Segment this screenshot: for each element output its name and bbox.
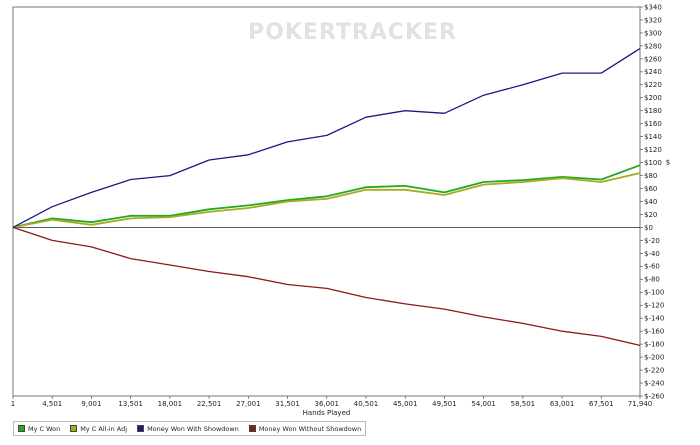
legend-item: My C Won	[18, 425, 60, 433]
legend-item: My C All-in Adj	[70, 425, 127, 433]
y-tick-label: $-180	[644, 341, 664, 349]
x-tick-label: 9,001	[81, 400, 101, 408]
y-tick-label: $-80	[644, 276, 660, 284]
series-line-4	[12, 226, 641, 347]
x-tick-label: 58,501	[511, 400, 536, 408]
y-tick-label: $260	[644, 55, 662, 63]
y-tick-label: $60	[644, 185, 657, 193]
x-tick-label: 40,501	[354, 400, 379, 408]
y-tick-label: $40	[644, 198, 657, 206]
legend-swatch	[18, 425, 25, 432]
y-tick-label: $-220	[644, 366, 664, 374]
x-tick-label: 49,501	[432, 400, 457, 408]
legend-swatch	[137, 425, 145, 432]
x-tick-label: 18,001	[158, 400, 183, 408]
legend-swatch	[70, 425, 78, 432]
legend-label: Money Won With Showdown	[147, 424, 239, 433]
y-tick-label: $120	[644, 146, 662, 154]
legend-label: Money Won Without Showdown	[258, 424, 362, 433]
legend-item: Money Won Without Showdown	[248, 424, 362, 433]
y-tick-label: $-60	[644, 263, 660, 271]
legend: My C Won My C All-in Adj Money Won With Sh…	[13, 421, 367, 436]
plot-frame	[12, 6, 641, 397]
x-tick-label: 27,001	[236, 400, 261, 408]
y-tick-label: $220	[644, 81, 662, 89]
series-line-3	[12, 47, 641, 228]
y-tick-label: $280	[644, 42, 662, 50]
y-tick-label: $-200	[644, 354, 664, 362]
y-tick-label: $200	[644, 94, 662, 102]
x-tick-label: 4,501	[42, 400, 62, 408]
legend-swatch	[248, 425, 256, 432]
y-tick-label: $300	[644, 29, 662, 37]
x-tick-label: 71,940	[628, 400, 653, 408]
y-tick-label: $-120	[644, 302, 664, 310]
x-tick-label: 22,501	[197, 400, 222, 408]
y-tick-label: $180	[644, 107, 662, 115]
x-tick-label: 67,501	[589, 400, 614, 408]
x-axis: 1 4,501 9,001 13,501 18,001 22,501 27,001 31,50…	[11, 396, 652, 408]
watermark-logo: POKERTRACKER	[248, 20, 457, 45]
x-axis-title: Hands Played	[303, 409, 351, 417]
y-tick-label: $140	[644, 133, 662, 141]
legend-item: Money Won With Showdown	[137, 425, 239, 433]
series-line-1	[12, 164, 641, 229]
y-tick-label: $-40	[644, 250, 660, 258]
series-layer	[12, 47, 641, 347]
y-tick-label: $100	[644, 159, 662, 167]
y-tick-label: $160	[644, 120, 662, 128]
y-tick-label: $0	[644, 224, 653, 232]
y-tick-label: $-140	[644, 315, 664, 323]
y-tick-label: $-260	[644, 392, 664, 400]
x-tick-label: 1	[11, 400, 15, 408]
y-tick-label: $-240	[644, 379, 664, 387]
x-tick-label: 13,501	[118, 400, 143, 408]
y-tick-label: $-100	[644, 289, 664, 297]
x-tick-label: 31,501	[275, 400, 300, 408]
x-tick-label: 54,001	[471, 400, 496, 408]
x-tick-label: 63,001	[550, 400, 575, 408]
y-tick-label: $340	[644, 3, 662, 11]
y-tick-label: $-160	[644, 328, 664, 336]
x-tick-label: 45,001	[393, 400, 418, 408]
y-tick-label: $240	[644, 68, 662, 76]
y-tick-label: $80	[644, 172, 657, 180]
y-axis: $340 $320 $300 $280 $260 $240 $220 $200 $180 $160…	[640, 3, 664, 400]
y-tick-label: $320	[644, 16, 662, 24]
legend-label: My C All-in Adj	[80, 424, 128, 433]
y-axis-title: $	[666, 159, 670, 167]
x-tick-label: 36,001	[315, 400, 340, 408]
series-line-2	[12, 172, 641, 229]
y-tick-label: $20	[644, 211, 657, 219]
y-tick-label: $-20	[644, 237, 660, 245]
plot-area	[12, 6, 641, 397]
legend-label: My C Won	[28, 424, 61, 433]
